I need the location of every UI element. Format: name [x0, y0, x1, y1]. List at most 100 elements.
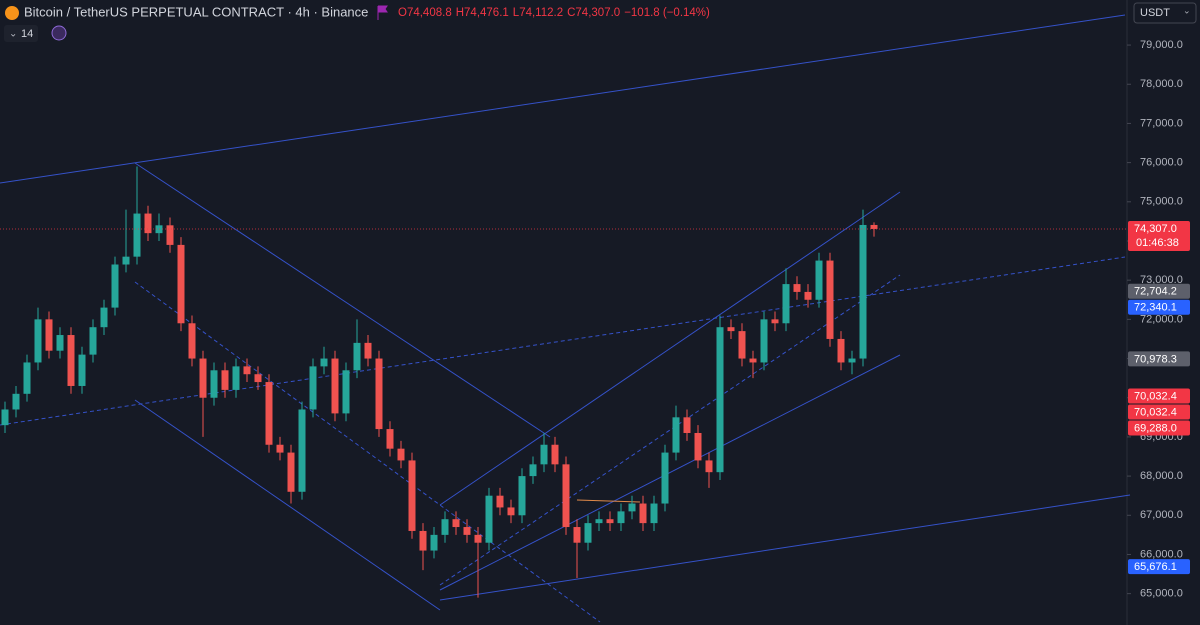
candle-body [727, 327, 735, 332]
candle-body [221, 370, 229, 390]
price-label-box [1128, 388, 1190, 404]
chevron: ⌄ [9, 29, 17, 40]
candle-body [111, 264, 119, 308]
candle-body [243, 366, 251, 375]
candle-body [573, 527, 581, 543]
price-label: 70,032.4 [1134, 406, 1177, 418]
ohlc-value: C74,307.0 [567, 7, 620, 19]
candle-body [606, 519, 614, 524]
candle-body [474, 534, 482, 543]
price-label-box [1128, 559, 1190, 575]
flag-icon [377, 5, 388, 20]
candle-body [430, 534, 438, 551]
ohlc-value: O74,408.8 [398, 7, 452, 19]
price-label-box [1128, 351, 1190, 367]
candle-body [540, 444, 548, 465]
symbol-title: Bitcoin / TetherUS PERPETUAL CONTRACT · … [24, 4, 368, 19]
candle-body [639, 503, 647, 524]
candle-body [859, 224, 867, 359]
candle-body [397, 448, 405, 461]
candle-body [870, 224, 878, 229]
candle-body [144, 213, 152, 234]
price-label-box [1128, 299, 1190, 315]
y-tick-label: 73,000.0 [1140, 274, 1183, 286]
candle-body [485, 495, 493, 543]
candle-body [100, 307, 108, 328]
y-tick-label: 68,000.0 [1140, 470, 1183, 482]
price-label: 70,032.4 [1134, 390, 1177, 402]
header: Bitcoin / TetherUS PERPETUAL CONTRACT · … [4, 4, 388, 42]
trend-line [134, 162, 551, 438]
candle-body [188, 323, 196, 359]
indicator-icon[interactable] [51, 25, 67, 41]
candle-body [760, 319, 768, 363]
candle-body [826, 260, 834, 339]
indicator-value: 14 [21, 28, 33, 40]
price-label-box [1128, 283, 1190, 299]
candle-body [210, 370, 218, 398]
candle-body [815, 260, 823, 300]
trend-line [576, 499, 641, 503]
candle-body [749, 358, 757, 363]
candle-body [628, 503, 636, 512]
candle-body [364, 342, 372, 359]
price-label: 72,704.2 [1134, 286, 1177, 298]
candle-body [617, 511, 625, 524]
currency-select[interactable] [1133, 2, 1197, 24]
candle-body [518, 476, 526, 516]
chevron: ⌄ [1183, 5, 1191, 15]
candle-body [342, 370, 350, 414]
candle-body [232, 366, 240, 390]
candle-body [122, 256, 130, 265]
candle-body [298, 409, 306, 492]
candle-body [353, 342, 361, 371]
trend-line [439, 274, 901, 586]
candle-body [331, 358, 339, 414]
candle-body [793, 284, 801, 292]
candle-body [419, 530, 427, 551]
candle-body [705, 460, 713, 473]
y-tick-label: 67,000.0 [1140, 509, 1183, 521]
price-label: 70,978.3 [1134, 353, 1177, 365]
candle-body [452, 519, 460, 528]
candle-body [496, 495, 504, 508]
trend-line [439, 191, 901, 506]
candle-body [320, 358, 328, 367]
candle-body [529, 464, 537, 477]
candle-body [89, 327, 97, 355]
y-tick-label: 65,000.0 [1140, 588, 1183, 600]
candle-body [716, 327, 724, 473]
candle-body [1, 409, 9, 426]
candle-body [78, 354, 86, 386]
candle-body [848, 358, 856, 363]
ohlc-value: −101.8 (−0.14%) [624, 7, 710, 19]
price-label: 72,340.1 [1134, 302, 1177, 314]
price-label: 74,307.0 [1134, 223, 1177, 235]
trend-line [134, 281, 601, 623]
candle-body [199, 358, 207, 398]
trend-line [439, 354, 901, 591]
candle-body [12, 393, 20, 410]
candle-body [166, 225, 174, 245]
price-label: 65,676.1 [1134, 561, 1177, 573]
candle-body [661, 452, 669, 504]
y-tick-label: 76,000.0 [1140, 157, 1183, 169]
price-label: 69,288.0 [1134, 422, 1177, 434]
currency: USDT [1140, 7, 1170, 19]
candle-body [34, 319, 42, 363]
y-tick-label: 75,000.0 [1140, 196, 1183, 208]
candle-body [683, 417, 691, 433]
indicator-box[interactable] [4, 25, 38, 42]
price-label-box [1128, 420, 1190, 436]
y-tick-label: 78,000.0 [1140, 78, 1183, 90]
candle-body [771, 319, 779, 324]
candle-body [562, 464, 570, 528]
candle-body [67, 335, 75, 386]
candle-body [265, 382, 273, 445]
candle-body [276, 444, 284, 453]
candle-body [254, 374, 262, 383]
candle-body [584, 523, 592, 543]
drawings [0, 14, 1131, 623]
candle-body [45, 319, 53, 351]
